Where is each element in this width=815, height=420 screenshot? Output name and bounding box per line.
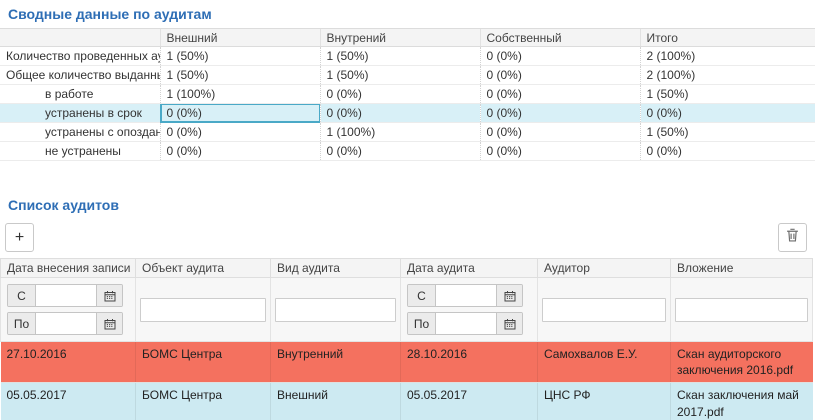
calendar-icon[interactable]	[496, 285, 522, 306]
summary-cell[interactable]: 1 (50%)	[639, 84, 815, 104]
attachment-cell[interactable]: Скан заключения май 2017.pdf	[670, 382, 813, 420]
table-row: в работе 1 (100%) 0 (0%) 0 (0%) 1 (50%)	[0, 84, 815, 104]
summary-cell[interactable]: 1 (50%)	[159, 65, 320, 85]
auditor-filter-cell	[537, 277, 671, 342]
summary-cell[interactable]: 0 (0%)	[479, 103, 640, 123]
row-label: в работе	[0, 84, 160, 104]
audit-date-to-group: По	[407, 312, 523, 335]
selected-cell[interactable]: 0 (0%)	[159, 103, 320, 123]
entry-date-to-input[interactable]	[36, 313, 96, 334]
audits-toolbar: +	[0, 217, 815, 258]
calendar-icon[interactable]	[496, 313, 522, 334]
auditor-filter-input[interactable]	[542, 297, 666, 322]
summary-cell[interactable]: 0 (0%)	[159, 122, 320, 142]
object-cell[interactable]: БОМС Центра	[135, 341, 271, 384]
entry-date-from-group: С	[7, 284, 123, 307]
summary-col-own: Собственный	[479, 28, 640, 47]
audits-col-object: Объект аудита	[135, 258, 271, 278]
table-row: 27.10.2016 БОМС Центра Внутренний 28.10.…	[0, 341, 813, 384]
trash-icon	[786, 228, 799, 247]
row-label: Общее количество выданных п…	[0, 65, 160, 85]
audit-date-to-input[interactable]	[436, 313, 496, 334]
table-row: 05.05.2017 БОМС Центра Внешний 05.05.201…	[0, 382, 813, 420]
summary-cell[interactable]: 1 (100%)	[159, 84, 320, 104]
audits-col-auditor: Аудитор	[537, 258, 671, 278]
summary-cell[interactable]: 1 (50%)	[639, 122, 815, 142]
summary-cell[interactable]: 1 (50%)	[319, 46, 480, 66]
calendar-icon[interactable]	[96, 313, 122, 334]
summary-cell[interactable]: 0 (0%)	[159, 141, 320, 161]
table-row: Общее количество выданных п… 1 (50%) 1 (…	[0, 65, 815, 85]
row-label: не устранены	[0, 141, 160, 161]
table-row: устранены с опозданием 0 (0%) 1 (100%) 0…	[0, 122, 815, 142]
audits-header-row: Дата внесения записи Объект аудита Вид а…	[0, 258, 813, 278]
row-label: Количество проведенных ауди…	[0, 46, 160, 66]
audit-date-from-group: С	[407, 284, 523, 307]
summary-col-internal: Внутрений	[319, 28, 480, 47]
summary-cell[interactable]: 0 (0%)	[479, 65, 640, 85]
summary-cell[interactable]: 0 (0%)	[639, 103, 815, 123]
filter-row: С По	[0, 277, 813, 342]
summary-table: Внешний Внутрений Собственный Итого Коли…	[0, 28, 815, 161]
object-cell[interactable]: БОМС Центра	[135, 382, 271, 420]
audits-table: Дата внесения записи Объект аудита Вид а…	[0, 258, 813, 420]
kind-cell[interactable]: Внутренний	[270, 341, 401, 384]
auditor-cell[interactable]: Самохвалов Е.У.	[537, 341, 671, 384]
audits-col-attachment: Вложение	[670, 258, 813, 278]
audits-col-audit-date: Дата аудита	[400, 258, 538, 278]
table-row-selected: устранены в срок 0 (0%) 0 (0%) 0 (0%) 0 …	[0, 103, 815, 123]
summary-cell[interactable]: 1 (100%)	[319, 122, 480, 142]
summary-cell[interactable]: 0 (0%)	[319, 84, 480, 104]
object-filter-input[interactable]	[140, 297, 266, 322]
audits-col-entry-date: Дата внесения записи	[0, 258, 136, 278]
attachment-cell[interactable]: Скан аудиторского заключения 2016.pdf	[670, 341, 813, 384]
summary-col-total: Итого	[639, 28, 815, 47]
kind-cell[interactable]: Внешний	[270, 382, 401, 420]
from-label: С	[8, 285, 36, 306]
entry-date-cell[interactable]: 27.10.2016	[0, 341, 136, 384]
summary-cell[interactable]: 0 (0%)	[639, 141, 815, 161]
summary-cell[interactable]: 1 (50%)	[159, 46, 320, 66]
summary-cell[interactable]: 2 (100%)	[639, 65, 815, 85]
kind-filter-cell	[270, 277, 401, 342]
audit-date-filter-cell: С По	[400, 277, 538, 342]
summary-cell[interactable]: 0 (0%)	[479, 46, 640, 66]
summary-cell[interactable]: 0 (0%)	[319, 141, 480, 161]
summary-section-title: Сводные данные по аудитам	[8, 6, 212, 22]
summary-cell[interactable]: 0 (0%)	[319, 103, 480, 123]
delete-record-button[interactable]	[778, 223, 807, 252]
object-filter-cell	[135, 277, 271, 342]
calendar-icon[interactable]	[96, 285, 122, 306]
summary-col-external: Внешний	[159, 28, 320, 47]
from-label: С	[408, 285, 436, 306]
table-row: Количество проведенных ауди… 1 (50%) 1 (…	[0, 46, 815, 66]
kind-filter-input[interactable]	[275, 297, 396, 322]
to-label: По	[8, 313, 36, 334]
audits-col-kind: Вид аудита	[270, 258, 401, 278]
row-label: устранены с опозданием	[0, 122, 160, 142]
summary-cell[interactable]: 0 (0%)	[479, 122, 640, 142]
table-row: не устранены 0 (0%) 0 (0%) 0 (0%) 0 (0%)	[0, 141, 815, 161]
add-record-button[interactable]: +	[5, 223, 34, 252]
attachment-filter-cell	[670, 277, 813, 342]
audit-date-cell[interactable]: 28.10.2016	[400, 341, 538, 384]
to-label: По	[408, 313, 436, 334]
entry-date-cell[interactable]: 05.05.2017	[0, 382, 136, 420]
summary-cell[interactable]: 1 (50%)	[319, 65, 480, 85]
entry-date-from-input[interactable]	[36, 285, 96, 306]
audits-section-title: Список аудитов	[8, 197, 119, 213]
entry-date-filter-cell: С По	[0, 277, 136, 342]
entry-date-to-group: По	[7, 312, 123, 335]
summary-header-row: Внешний Внутрений Собственный Итого	[0, 28, 815, 47]
attachment-filter-input[interactable]	[675, 297, 808, 322]
row-label: устранены в срок	[0, 103, 160, 123]
plus-icon: +	[14, 228, 25, 246]
summary-col-empty	[0, 28, 160, 47]
audit-date-from-input[interactable]	[436, 285, 496, 306]
auditor-cell[interactable]: ЦНС РФ	[537, 382, 671, 420]
audit-date-cell[interactable]: 05.05.2017	[400, 382, 538, 420]
summary-cell[interactable]: 0 (0%)	[479, 84, 640, 104]
summary-cell[interactable]: 0 (0%)	[479, 141, 640, 161]
summary-cell[interactable]: 2 (100%)	[639, 46, 815, 66]
